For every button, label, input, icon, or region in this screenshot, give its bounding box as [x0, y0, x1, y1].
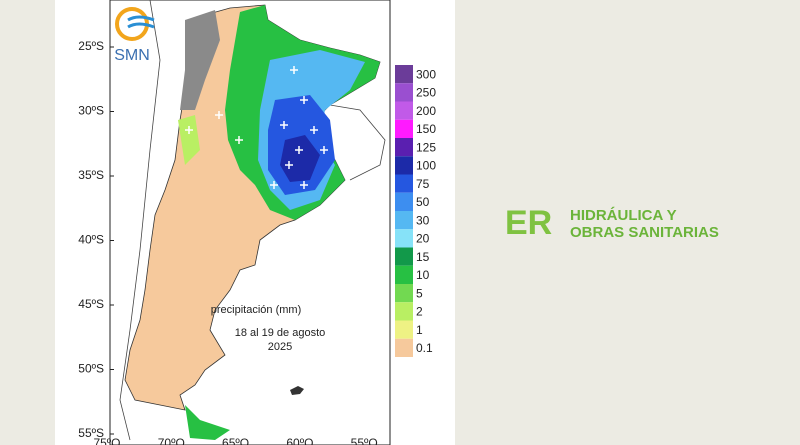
- legend-label: 75: [416, 177, 430, 191]
- legend-swatch: [395, 320, 413, 339]
- legend-label: 300: [416, 67, 436, 81]
- lon-label: 70ºO: [158, 436, 185, 445]
- legend-label: 20: [416, 232, 430, 246]
- legend-label: 50: [416, 195, 430, 209]
- legend-swatch: [395, 83, 413, 102]
- brand-line1: HIDRÁULICA Y: [570, 207, 677, 224]
- legend-label: 100: [416, 159, 436, 173]
- legend-label: 2: [416, 305, 423, 319]
- lat-label: 40ºS: [78, 233, 104, 247]
- legend-swatch: [395, 156, 413, 175]
- lon-label: 60ºO: [286, 436, 313, 445]
- lon-label: 65ºO: [222, 436, 249, 445]
- tierra-del-fuego: [185, 405, 230, 440]
- brand-line2: OBRAS SANITARIAS: [570, 224, 719, 241]
- lat-label: 35ºS: [78, 168, 104, 182]
- legend-label: 125: [416, 140, 436, 154]
- lat-labels: 25ºS 30ºS 35ºS 40ºS 45ºS 50ºS 55ºS: [78, 39, 114, 440]
- smn-logo-waves: [127, 15, 155, 29]
- year: 2025: [268, 341, 292, 353]
- chile-coast: [119, 0, 161, 441]
- malvinas: [290, 386, 304, 395]
- legend-label: 30: [416, 213, 430, 227]
- lat-label: 25ºS: [78, 39, 104, 53]
- legend-swatch: [395, 229, 413, 248]
- lat-label: 45ºS: [78, 297, 104, 311]
- legend-swatch: [395, 338, 413, 357]
- rain-cuyo: [178, 115, 200, 165]
- legend-label: 0.1: [416, 341, 433, 355]
- lon-label: 55ºO: [351, 436, 378, 445]
- legend-label: 250: [416, 86, 436, 100]
- lat-label: 50ºS: [78, 362, 104, 376]
- legend-label: 150: [416, 122, 436, 136]
- legend-swatch: [395, 211, 413, 230]
- legend-swatch: [395, 101, 413, 120]
- legend-title: precipitación (mm): [211, 304, 301, 316]
- uruguay-outline: [329, 104, 386, 181]
- legend-label: 200: [416, 104, 436, 118]
- smn-logo-text: SMN: [114, 47, 150, 64]
- lon-labels: 75ºO 70ºO 65ºO 60ºO 55ºO: [93, 436, 377, 445]
- legend: 300 250 200 150 125 100 75 50 30 20 15 10 5 2 1 0.1: [395, 65, 436, 357]
- legend-swatch: [395, 138, 413, 157]
- date-range: 18 al 19 de agosto: [235, 327, 326, 339]
- legend-label: 1: [416, 323, 423, 337]
- legend-label: 15: [416, 250, 430, 264]
- legend-swatch: [395, 284, 413, 303]
- legend-swatch: [395, 192, 413, 211]
- legend-swatch: [395, 65, 413, 84]
- lon-label: 75ºO: [93, 436, 120, 445]
- legend-swatch: [395, 302, 413, 321]
- rain-dark-blue: [280, 135, 320, 182]
- legend-swatch: [395, 119, 413, 138]
- lat-label: 30ºS: [78, 104, 104, 118]
- legend-swatch: [395, 247, 413, 266]
- andes-shade: [180, 10, 220, 110]
- legend-swatch: [395, 174, 413, 193]
- legend-label: 5: [416, 286, 423, 300]
- legend-label: 10: [416, 268, 430, 282]
- legend-swatch: [395, 265, 413, 284]
- station-markers: [185, 66, 328, 189]
- brand-mark: ER: [505, 204, 552, 242]
- lat-label: 55ºS: [78, 426, 104, 440]
